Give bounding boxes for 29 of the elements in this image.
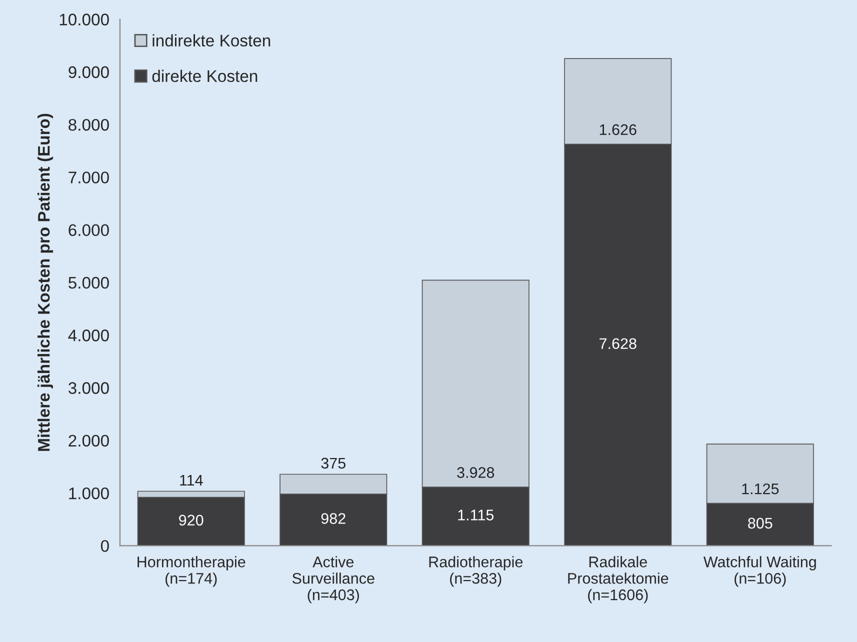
y-tick-label: 3.000 <box>68 382 109 394</box>
x-tick-label: Hormontherapie (n=174) <box>138 556 246 587</box>
y-tick-label: 5.000 <box>68 276 109 289</box>
y-tick-label: 4.000 <box>68 330 109 342</box>
data-label: 114 <box>180 474 203 486</box>
legend-label: indirekte Kosten <box>152 34 270 46</box>
y-tick-label: 0 <box>100 540 109 552</box>
y-tick-label: 7.000 <box>68 172 109 184</box>
y-axis-title: Mittlere jährliche Kosten pro Patient (Euro) <box>38 114 54 451</box>
y-tick-label: 9.000 <box>68 66 109 78</box>
x-tick-label: Watchful Waiting (n=106) <box>703 556 816 587</box>
data-label: 1.115 <box>458 510 494 520</box>
data-label: 982 <box>321 513 346 524</box>
data-label: 3.928 <box>457 467 494 478</box>
data-label: 7.628 <box>600 338 636 350</box>
data-label: 805 <box>748 518 772 529</box>
y-tick-label: 1.000 <box>69 487 109 500</box>
y-tick-label: 10.000 <box>60 14 109 26</box>
x-tick-label: Active Surveillance (n=403) <box>292 556 374 604</box>
y-tick-label: 2.000 <box>68 434 109 447</box>
y-tick-label: 8.000 <box>68 118 109 131</box>
data-label: 1.626 <box>600 124 636 136</box>
x-tick-label: Radiotherapie (n=383) <box>429 556 523 587</box>
legend-label: direkte Kosten <box>152 70 258 82</box>
data-label: 375 <box>321 458 346 469</box>
data-label: 920 <box>179 514 204 526</box>
x-tick-label: Radikale Prostatektomie (n=1606) <box>568 556 668 604</box>
data-label: 1.125 <box>742 483 779 494</box>
y-tick-label: 6.000 <box>68 224 109 236</box>
